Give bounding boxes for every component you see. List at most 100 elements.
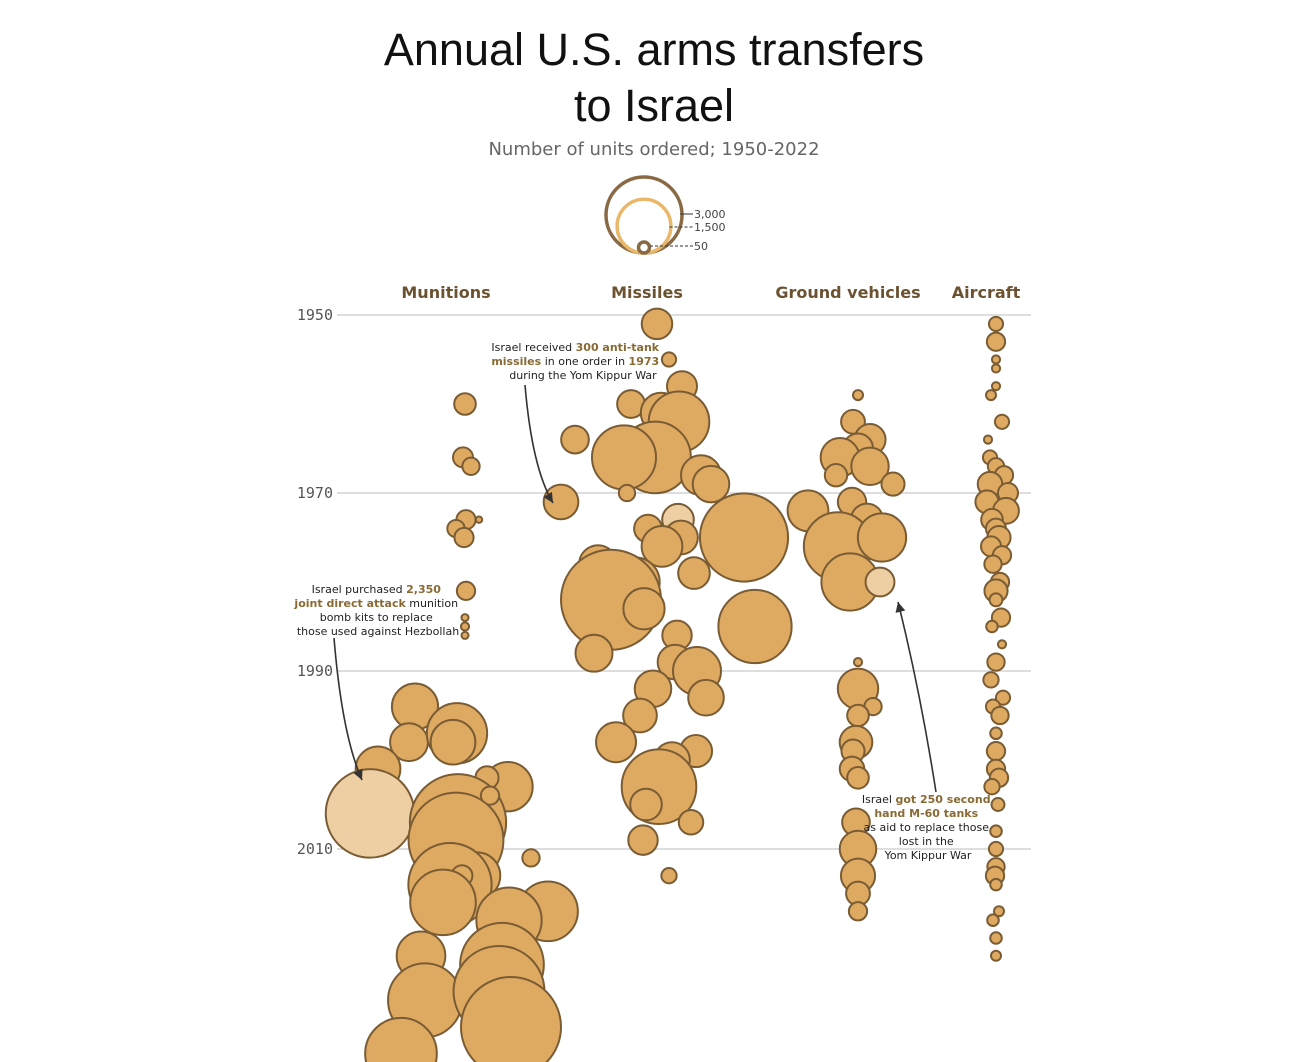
title-line-2: to Israel <box>573 80 735 131</box>
category-headers: Munitions Missiles Ground vehicles Aircraft <box>401 283 1020 302</box>
arrow-munitions-head <box>353 768 363 780</box>
bubble-ground-vehicles-2002-22 <box>846 765 870 790</box>
bubble-munitions-1967-2 <box>461 456 481 476</box>
bubble-missiles-1951-0 <box>640 307 674 341</box>
bubble-aircraft-2010-39 <box>987 840 1005 858</box>
bubble-munitions-2030-34 <box>460 976 562 1062</box>
bubble-munitions-1975-5 <box>453 526 475 549</box>
bubble-munitions-2006-18 <box>324 768 416 859</box>
bubble-missiles-1971-12 <box>542 483 580 521</box>
bubble-missiles-1964-6 <box>560 424 590 455</box>
bubble-missiles-1995-30 <box>622 697 658 734</box>
arrow-missiles-head <box>543 491 553 503</box>
category-header-ground-vehicles: Ground vehicles <box>775 283 920 302</box>
bubble-aircraft-1991-28 <box>982 671 1000 689</box>
bubble-ground-vehicles-1969-7 <box>880 471 906 497</box>
bubble-aircraft-1999-33 <box>985 740 1007 762</box>
legend-label-50: 50 <box>694 240 708 253</box>
bubble-munitions-2033-33 <box>364 1016 438 1062</box>
bubble-missiles-1993-29 <box>687 678 725 717</box>
bubble-aircraft-1995-31 <box>990 705 1010 726</box>
bubble-missiles-1975-16 <box>698 492 790 583</box>
bubble-aircraft-2014-42 <box>989 877 1003 892</box>
bubble-aircraft-1997-32 <box>989 726 1003 741</box>
category-header-munitions: Munitions <box>401 283 490 302</box>
year-tick-1990: 1990 <box>297 662 333 680</box>
bubble-missiles-2007-36 <box>677 809 705 836</box>
bubble-missiles-1985-23 <box>717 588 793 665</box>
legend-label-1500: 1,500 <box>694 221 726 234</box>
bubble-munitions-1984-8 <box>460 613 470 623</box>
bubble-missiles-1998-31 <box>595 721 637 764</box>
bubble-munitions-2016-27 <box>409 868 477 937</box>
bubble-munitions-2004-20 <box>479 785 501 806</box>
bubble-aircraft-2008-38 <box>989 824 1003 838</box>
bubble-missiles-1979-19 <box>677 556 711 590</box>
bubble-aircraft-1959-5 <box>985 389 997 402</box>
chart-subtitle: Number of units ordered; 1950-2022 <box>488 139 820 160</box>
bubble-ground-vehicles-1980-14 <box>864 566 896 598</box>
bubble-ground-vehicles-1959-0 <box>852 389 864 402</box>
bubble-aircraft-1978-20 <box>983 554 1003 574</box>
year-tick-1970: 1970 <box>297 484 333 502</box>
bubble-aircraft-1955-2 <box>990 354 1002 365</box>
bubble-aircraft-1982-23 <box>988 592 1004 608</box>
bubble-ground-vehicles-1968-6 <box>823 463 849 488</box>
bubble-aircraft-2017-43 <box>993 905 1005 918</box>
bubble-aircraft-2022-46 <box>990 949 1002 962</box>
category-header-aircraft: Aircraft <box>952 283 1021 302</box>
bubble-missiles-1970-11 <box>617 483 637 503</box>
annotation-ground-vehicles: Israel got 250 second hand M-60 tanks as… <box>862 793 994 862</box>
bubble-ground-vehicles-1989-15 <box>852 657 864 668</box>
bubble-aircraft-2018-44 <box>986 913 1000 927</box>
year-axis: 1950 1970 1990 2010 <box>297 306 333 858</box>
annotation-munitions: Israel purchased 2,350 joint direct atta… <box>293 583 461 638</box>
legend-circle-1500 <box>615 197 673 255</box>
arrow-ground-vehicles <box>897 601 937 793</box>
bubble-missiles-1955-1 <box>660 351 678 368</box>
category-header-missiles: Missiles <box>611 283 683 302</box>
bubble-aircraft-1956-3 <box>990 363 1002 374</box>
bubble-missiles-1988-25 <box>574 633 614 673</box>
bubble-missiles-1966-8 <box>590 424 658 491</box>
bubble-ground-vehicles-2017-27 <box>847 901 869 922</box>
bubble-aircraft-1962-6 <box>993 413 1011 430</box>
bubble-missiles-1976-17 <box>640 524 684 568</box>
bubble-missiles-1983-22 <box>622 587 666 631</box>
bubble-aircraft-2020-45 <box>989 931 1003 945</box>
bubble-munitions-1986-10 <box>460 630 470 640</box>
bubble-munitions-1985-9 <box>459 621 471 632</box>
bubble-missiles-2009-37 <box>627 824 659 856</box>
bubble-aircraft-1964-7 <box>982 434 994 445</box>
bubble-aircraft-1987-26 <box>996 639 1008 650</box>
bubble-munitions-1960-0 <box>453 392 477 416</box>
bubble-munitions-2011-22 <box>521 848 541 868</box>
bubble-missiles-2013-38 <box>660 867 678 885</box>
bubble-missiles-2005-35 <box>629 787 663 822</box>
arrow-munitions <box>333 637 363 781</box>
bubble-missiles-1969-10 <box>691 464 731 504</box>
bubble-munitions-1998-15 <box>429 718 477 766</box>
bubble-munitions-1981-7 <box>455 580 477 602</box>
bubble-aircraft-1953-1 <box>985 331 1007 352</box>
chart-title: Annual U.S. arms transfers to Israel <box>0 22 1308 134</box>
arrow-missiles <box>524 384 554 504</box>
bubbles <box>324 307 1020 1062</box>
legend-circle-50 <box>636 240 652 255</box>
bubble-ground-vehicles-1975-12 <box>856 512 908 563</box>
bubble-ground-vehicles-1995-18 <box>846 703 870 728</box>
year-tick-2010: 2010 <box>297 840 333 858</box>
arrow-ground-vehicles-head <box>895 602 906 613</box>
bubble-ground-vehicles-1967-5 <box>850 446 890 487</box>
annotation-arrows <box>333 384 937 793</box>
title-line-1: Annual U.S. arms transfers <box>383 24 925 75</box>
bubble-aircraft-1993-29 <box>994 689 1012 706</box>
annotation-missiles: Israel received 300 anti-tank missiles i… <box>491 341 662 382</box>
bubble-aircraft-2003-36 <box>983 778 1001 796</box>
bubble-aircraft-1989-27 <box>986 652 1006 672</box>
bubble-aircraft-1958-4 <box>990 381 1002 392</box>
legend-label-3000: 3,000 <box>694 208 726 221</box>
bubble-aircraft-1985-25 <box>985 619 999 634</box>
